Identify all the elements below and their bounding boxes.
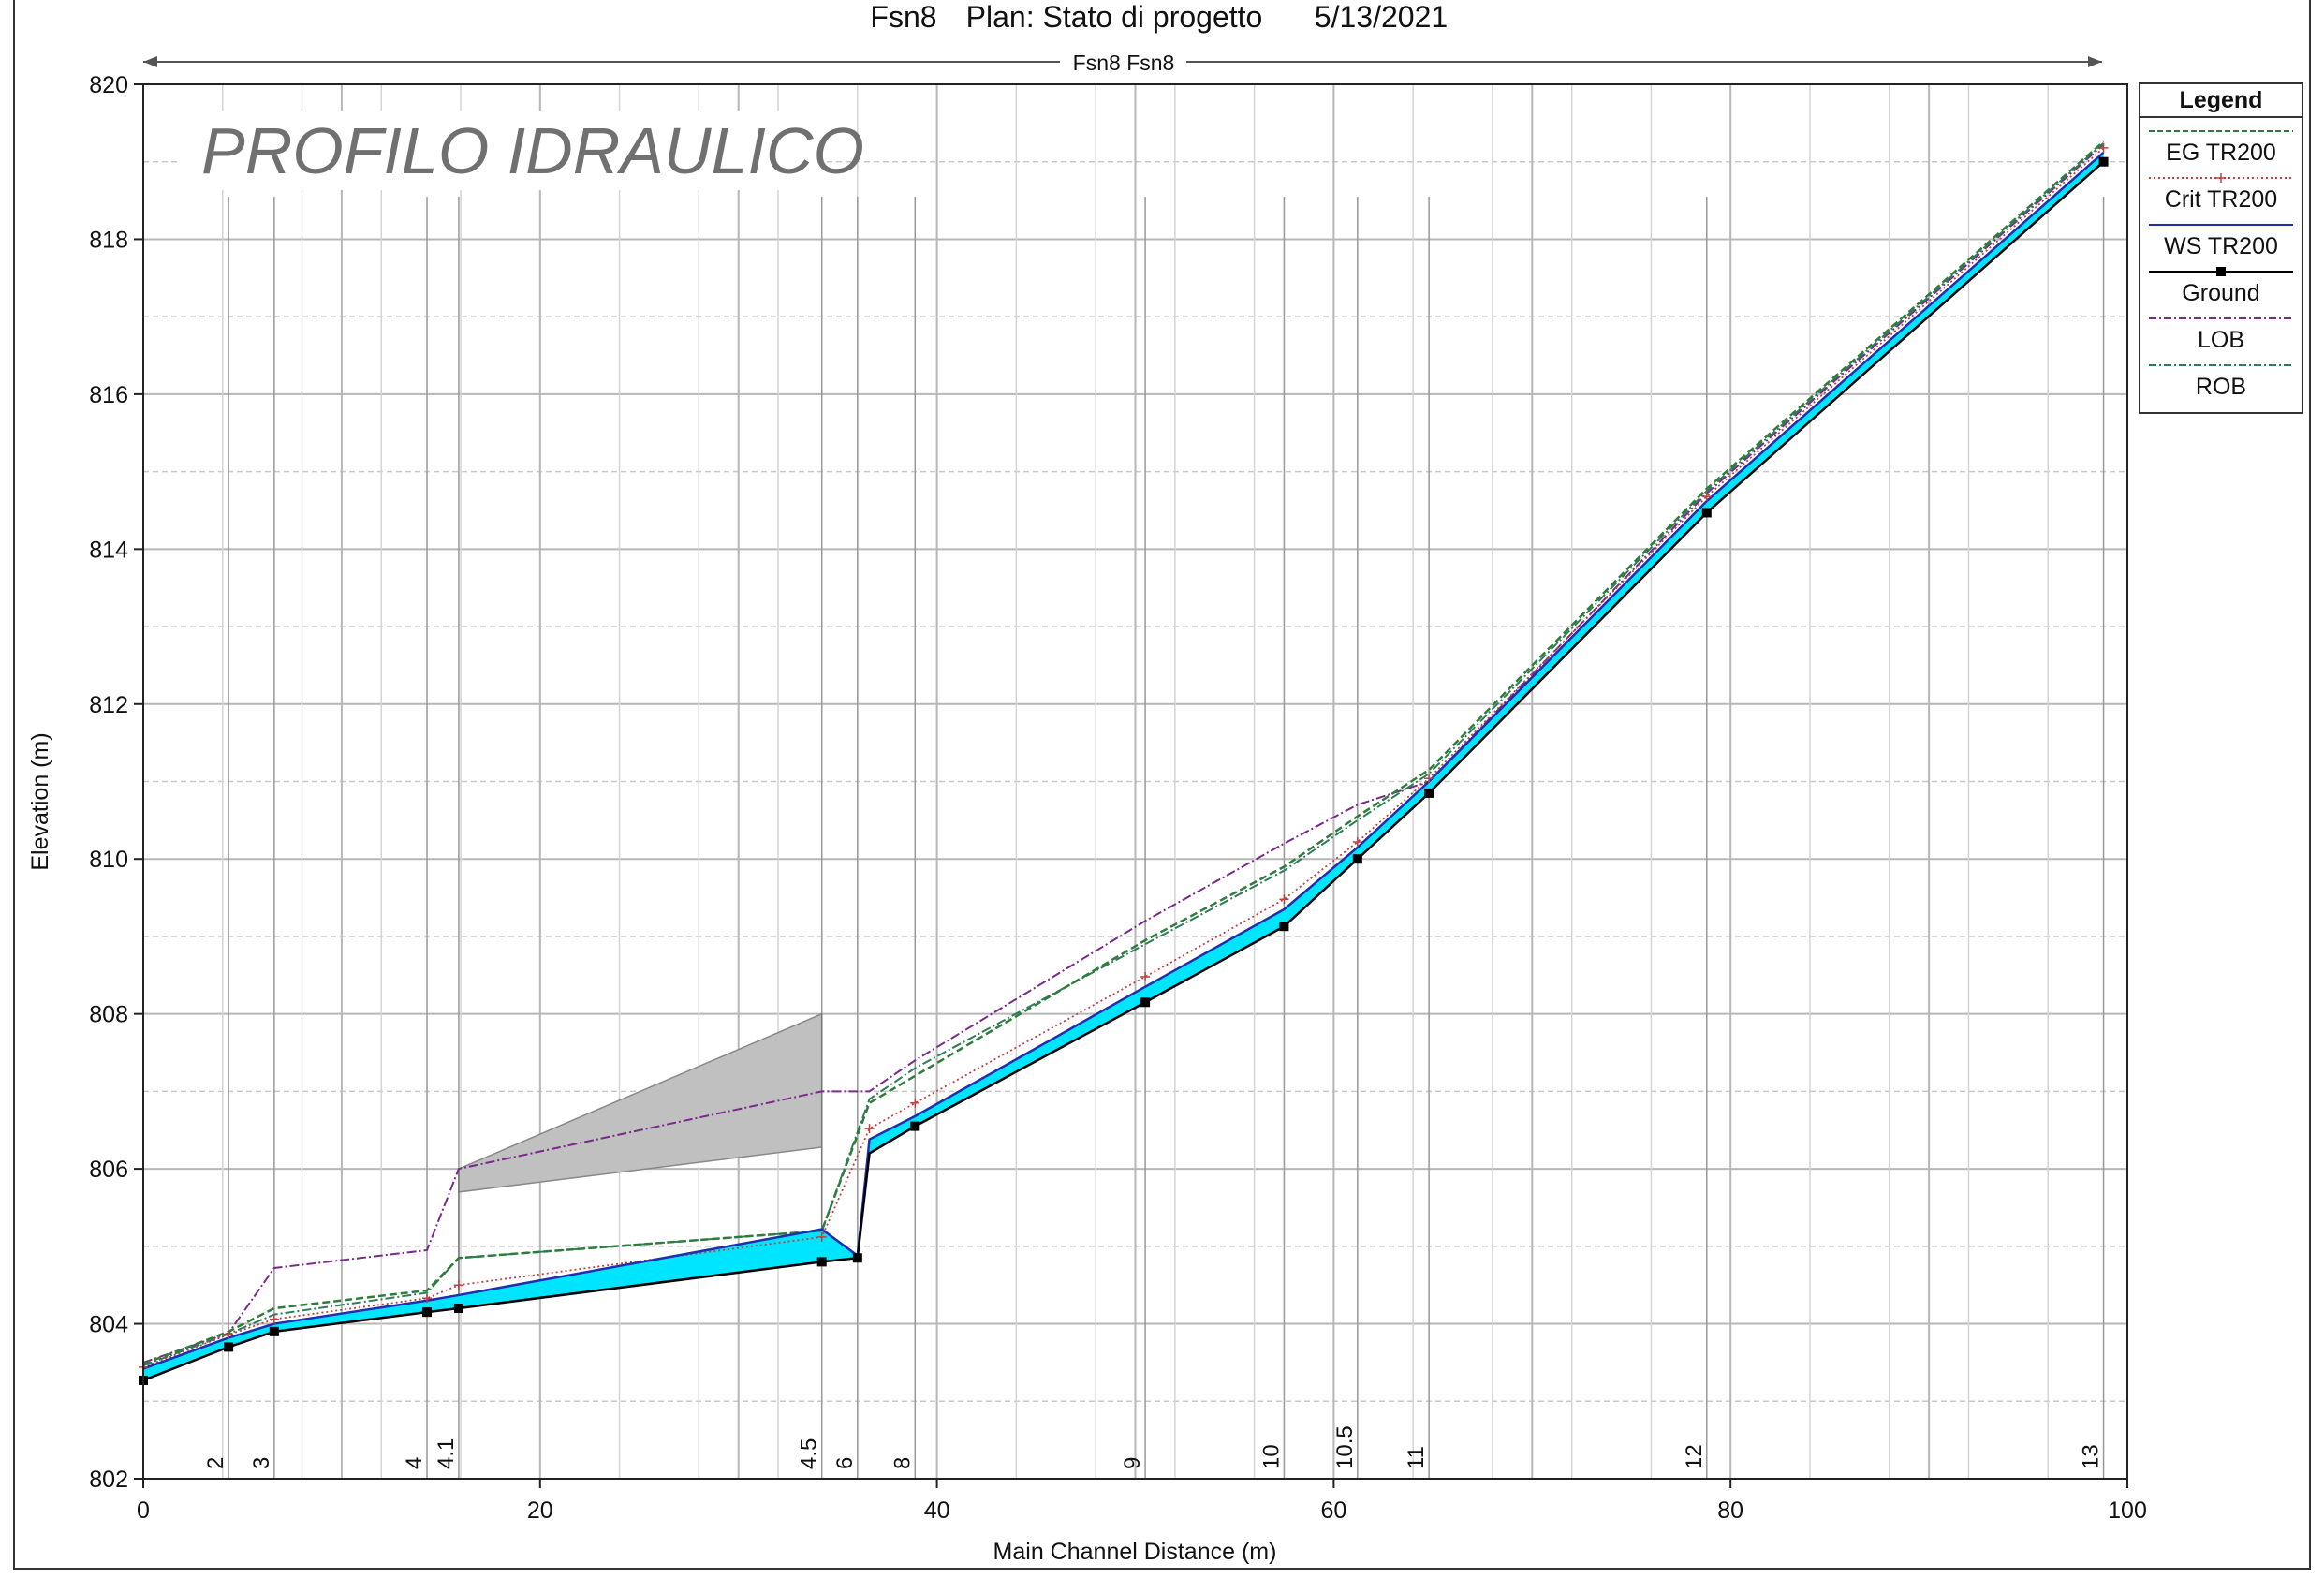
section-label: 11 — [1404, 1446, 1429, 1469]
ground-point — [1701, 508, 1712, 518]
crit-point — [864, 1124, 875, 1134]
x-tick-label: 20 — [527, 1497, 553, 1524]
crit-point — [1352, 837, 1362, 848]
reach-arrow-right — [2088, 56, 2102, 67]
ground-point — [422, 1307, 433, 1318]
ground-point — [1352, 854, 1362, 864]
legend-entry-label: WS TR200 — [2164, 233, 2278, 259]
plot-area-border — [142, 83, 2128, 1480]
ground-point — [1424, 788, 1434, 798]
legend-entry-label: Ground — [2182, 280, 2259, 306]
axes: 2 3 4 4.1 4.5 6 8 9 10 10.5 11 12 13 0 20 40 60 80 100 802 8… — [89, 72, 2147, 1524]
ground-point — [269, 1326, 279, 1336]
watermark-bg — [178, 111, 815, 190]
section-label: 9 — [1120, 1457, 1145, 1469]
ground-point — [1140, 997, 1151, 1008]
ground-point — [224, 1342, 234, 1352]
reach-label: Fsn8 Fsn8 — [1073, 51, 1175, 75]
section-label: 10 — [1258, 1444, 1284, 1469]
ground-point — [453, 1304, 463, 1314]
y-tick-label: 804 — [89, 1312, 128, 1338]
legend-marker — [2216, 267, 2226, 276]
section-label: 4 — [402, 1457, 427, 1469]
legend-marker — [2216, 173, 2226, 183]
legend-entries: EG TR200 Crit TR200 WS TR200 Ground LOB ROB — [2149, 130, 2293, 400]
crit-point — [1140, 971, 1151, 981]
section-label: 12 — [1682, 1444, 1707, 1469]
legend-entry-label: LOB — [2198, 327, 2244, 353]
x-tick-label: 40 — [924, 1497, 950, 1524]
y-tick-label: 820 — [89, 72, 128, 98]
watermark-text: PROFILO IDRAULICO — [201, 114, 864, 187]
ground-point — [816, 1257, 827, 1267]
crit-point — [453, 1280, 463, 1290]
reach-arrow-left — [143, 56, 157, 67]
eg-line — [142, 140, 2105, 1365]
ground-point — [910, 1121, 920, 1131]
legend-entry-label: Crit TR200 — [2165, 186, 2277, 213]
crit-point — [422, 1293, 433, 1304]
section-label: 4.1 — [434, 1438, 459, 1469]
legend-entry-label: EG TR200 — [2166, 140, 2276, 166]
legend-title: Legend — [2180, 87, 2263, 113]
lob-line — [142, 143, 2105, 1364]
crit-point — [816, 1231, 827, 1242]
ground-point — [1279, 922, 1289, 932]
section-label: 8 — [890, 1457, 915, 1469]
ground-point — [2098, 156, 2109, 167]
section-label: 6 — [832, 1457, 858, 1469]
plot-frame — [13, 0, 2311, 1570]
grid — [142, 83, 2128, 1480]
x-tick-label: 60 — [1320, 1497, 1346, 1524]
rob-line — [142, 142, 2105, 1367]
y-tick-label: 810 — [89, 847, 128, 873]
crit-line — [142, 147, 2105, 1368]
legend: Legend EG TR200 Crit TR200 WS TR200 Ground L… — [2139, 82, 2303, 414]
section-label: 2 — [203, 1457, 228, 1469]
crit-point — [269, 1314, 279, 1324]
ground-point — [852, 1253, 862, 1263]
ws-line — [142, 151, 2105, 1370]
plan-label: Plan: Stato di progetto — [966, 0, 1263, 34]
y-tick-label: 818 — [89, 227, 128, 253]
y-tick-label: 808 — [89, 1002, 128, 1028]
y-tick-label: 802 — [89, 1467, 128, 1493]
crit-point — [910, 1098, 920, 1108]
date-label: 5/13/2021 — [1315, 0, 1448, 34]
crit-point — [1701, 492, 1712, 502]
y-tick-label: 806 — [89, 1157, 128, 1183]
section-label: 10.5 — [1332, 1425, 1358, 1469]
crit-point — [1424, 774, 1434, 784]
ground-line — [142, 160, 2105, 1382]
x-tick-label: 80 — [1717, 1497, 1743, 1524]
reach-label-bg — [1060, 49, 1186, 75]
section-label: 13 — [2079, 1444, 2104, 1469]
crit-point — [2098, 142, 2109, 153]
x-tick-label: 0 — [137, 1497, 150, 1524]
chart-title: Fsn8 — [870, 0, 936, 34]
y-tick-label: 816 — [89, 382, 128, 408]
legend-box — [2139, 82, 2303, 414]
data-layer — [139, 140, 2109, 1385]
crit-point — [224, 1330, 234, 1340]
x-tick-label: 100 — [2108, 1497, 2147, 1524]
y-tick-label: 814 — [89, 537, 128, 563]
section-label: 3 — [249, 1457, 274, 1469]
crit-point — [1279, 894, 1289, 905]
y-axis-title: Elevation (m) — [27, 732, 53, 870]
legend-entry-label: ROB — [2196, 374, 2246, 400]
section-label: 4.5 — [797, 1438, 822, 1469]
x-axis-title: Main Channel Distance (m) — [993, 1539, 1277, 1565]
y-tick-label: 812 — [89, 692, 128, 718]
